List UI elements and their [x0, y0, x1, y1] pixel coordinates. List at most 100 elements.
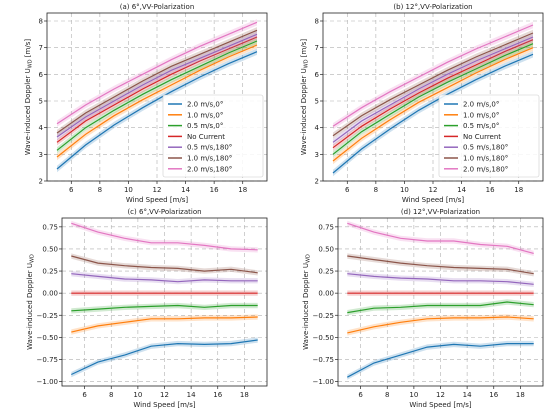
series-line-3 — [56, 36, 258, 143]
legend-box — [438, 94, 540, 178]
y-tick-label: 0.25 — [318, 268, 334, 276]
x-tick-label: 6 — [358, 391, 363, 399]
series-line-6 — [56, 21, 258, 125]
x-tick-label: 8 — [374, 186, 378, 194]
legend-entry-1: 1.0 m/s,0° — [187, 111, 223, 119]
y-tick-label: 4 — [315, 124, 320, 132]
series-band-4 — [347, 271, 534, 287]
legend: 2.0 m/s,0° 1.0 m/s,0° 0.5 m/s,0° No Current… — [162, 94, 264, 178]
y-tick-label: −0.25 — [313, 312, 334, 320]
y-tick-label: 0.25 — [42, 268, 58, 276]
series-line-5 — [332, 32, 534, 137]
x-tick-label: 16 — [486, 186, 495, 194]
series-band-6 — [333, 21, 533, 130]
y-tick-label: −1.00 — [313, 378, 334, 386]
y-tick-label: 6 — [315, 71, 320, 79]
series-line-4 — [332, 36, 534, 143]
series-line-2 — [71, 304, 258, 312]
x-tick-label: 8 — [385, 391, 389, 399]
legend-entry-3: No Current — [187, 133, 225, 141]
series-line-0 — [347, 343, 534, 378]
series-band-4 — [57, 31, 257, 141]
x-tick-label: 12 — [436, 391, 445, 399]
series-band-5 — [71, 253, 258, 276]
y-tick-label: 0.75 — [318, 223, 334, 231]
series-line-1 — [71, 316, 258, 333]
x-tick-label: 16 — [489, 391, 498, 399]
x-tick-label: 6 — [69, 186, 74, 194]
legend-entry-1: 1.0 m/s,0° — [463, 111, 499, 119]
x-tick-label: 18 — [514, 186, 523, 194]
series-band-0 — [57, 48, 257, 173]
series-band-5 — [57, 27, 257, 137]
x-tick-label: 12 — [160, 391, 169, 399]
series-band-6 — [57, 19, 257, 127]
y-tick-label: −0.50 — [313, 334, 334, 342]
series-group — [56, 19, 258, 173]
y-tick-label: 2 — [315, 178, 319, 186]
y-tick-label: 8 — [315, 18, 319, 26]
y-tick-label: 7 — [39, 44, 43, 52]
x-tick-label: 16 — [213, 391, 222, 399]
series-band-1 — [71, 314, 258, 335]
panel-1: 6 8 10 12 14 16 18 2 3 4 5 6 7 8 (b) 12°,VV-Polarizati… — [300, 3, 544, 204]
panel-title: (a) 6°,VV-Polarization — [120, 3, 195, 11]
series-line-1 — [56, 44, 258, 158]
x-axis-label: Wind Speed [m/s] — [409, 401, 472, 409]
series-line-1 — [347, 316, 534, 334]
series-line-6 — [347, 222, 534, 254]
y-tick-label: −0.75 — [37, 356, 58, 364]
series-line-3 — [332, 39, 534, 149]
legend-entry-4: 0.5 m/s,180° — [463, 144, 508, 152]
x-tick-label: 10 — [133, 391, 142, 399]
y-tick-label: 6 — [39, 71, 44, 79]
x-axis-label: Wind Speed [m/s] — [126, 196, 189, 204]
x-tick-label: 14 — [457, 186, 466, 194]
y-tick-label: 3 — [39, 151, 43, 159]
series-line-5 — [56, 29, 258, 134]
panel-title: (b) 12°,VV-Polarization — [393, 3, 472, 11]
x-tick-label: 18 — [240, 391, 249, 399]
y-tick-label: 3 — [315, 151, 319, 159]
y-tick-label: 0.50 — [318, 245, 334, 253]
x-tick-label: 10 — [124, 186, 133, 194]
series-line-6 — [71, 222, 258, 251]
series-line-6 — [332, 24, 534, 127]
series-band-5 — [347, 253, 534, 277]
panel-0: 6 8 10 12 14 16 18 2 3 4 5 6 7 8 (a) 6°,VV-Polarizatio… — [24, 3, 268, 204]
series-band-0 — [333, 51, 533, 177]
legend-entry-6: 2.0 m/s,180° — [187, 165, 232, 173]
x-tick-label: 18 — [238, 186, 247, 194]
x-tick-label: 8 — [98, 186, 102, 194]
y-tick-label: 0.00 — [42, 290, 58, 298]
x-tick-label: 10 — [409, 391, 418, 399]
series-line-2 — [56, 40, 258, 151]
series-group — [347, 220, 534, 380]
series-line-0 — [71, 339, 258, 376]
series-line-4 — [56, 33, 258, 138]
series-band-5 — [333, 29, 533, 139]
legend-entry-6: 2.0 m/s,180° — [463, 165, 508, 173]
panel-2: 6 8 10 12 14 16 18 −1.00 −0.75 −0.50 −0.25 0.00 0.25… — [26, 208, 268, 409]
x-tick-label: 14 — [181, 186, 190, 194]
series-line-2 — [347, 301, 534, 314]
legend-entry-0: 2.0 m/s,0° — [187, 101, 223, 109]
x-tick-label: 12 — [153, 186, 162, 194]
y-axis-label: Wave-induced Doppler UWD — [26, 254, 36, 350]
x-tick-label: 16 — [210, 186, 219, 194]
series-line-1 — [332, 47, 534, 162]
series-band-2 — [71, 302, 258, 314]
x-tick-label: 6 — [345, 186, 350, 194]
series-group — [332, 21, 534, 177]
series-band-2 — [347, 299, 534, 316]
legend-entry-4: 0.5 m/s,180° — [187, 144, 232, 152]
y-tick-label: 2 — [39, 178, 43, 186]
series-line-0 — [332, 53, 534, 174]
legend: 2.0 m/s,0° 1.0 m/s,0° 0.5 m/s,0° No Current… — [438, 94, 540, 178]
x-tick-label: 10 — [400, 186, 409, 194]
series-band-1 — [347, 314, 534, 336]
x-tick-label: 6 — [82, 391, 87, 399]
series-line-4 — [71, 273, 258, 283]
y-tick-label: 5 — [315, 98, 319, 106]
